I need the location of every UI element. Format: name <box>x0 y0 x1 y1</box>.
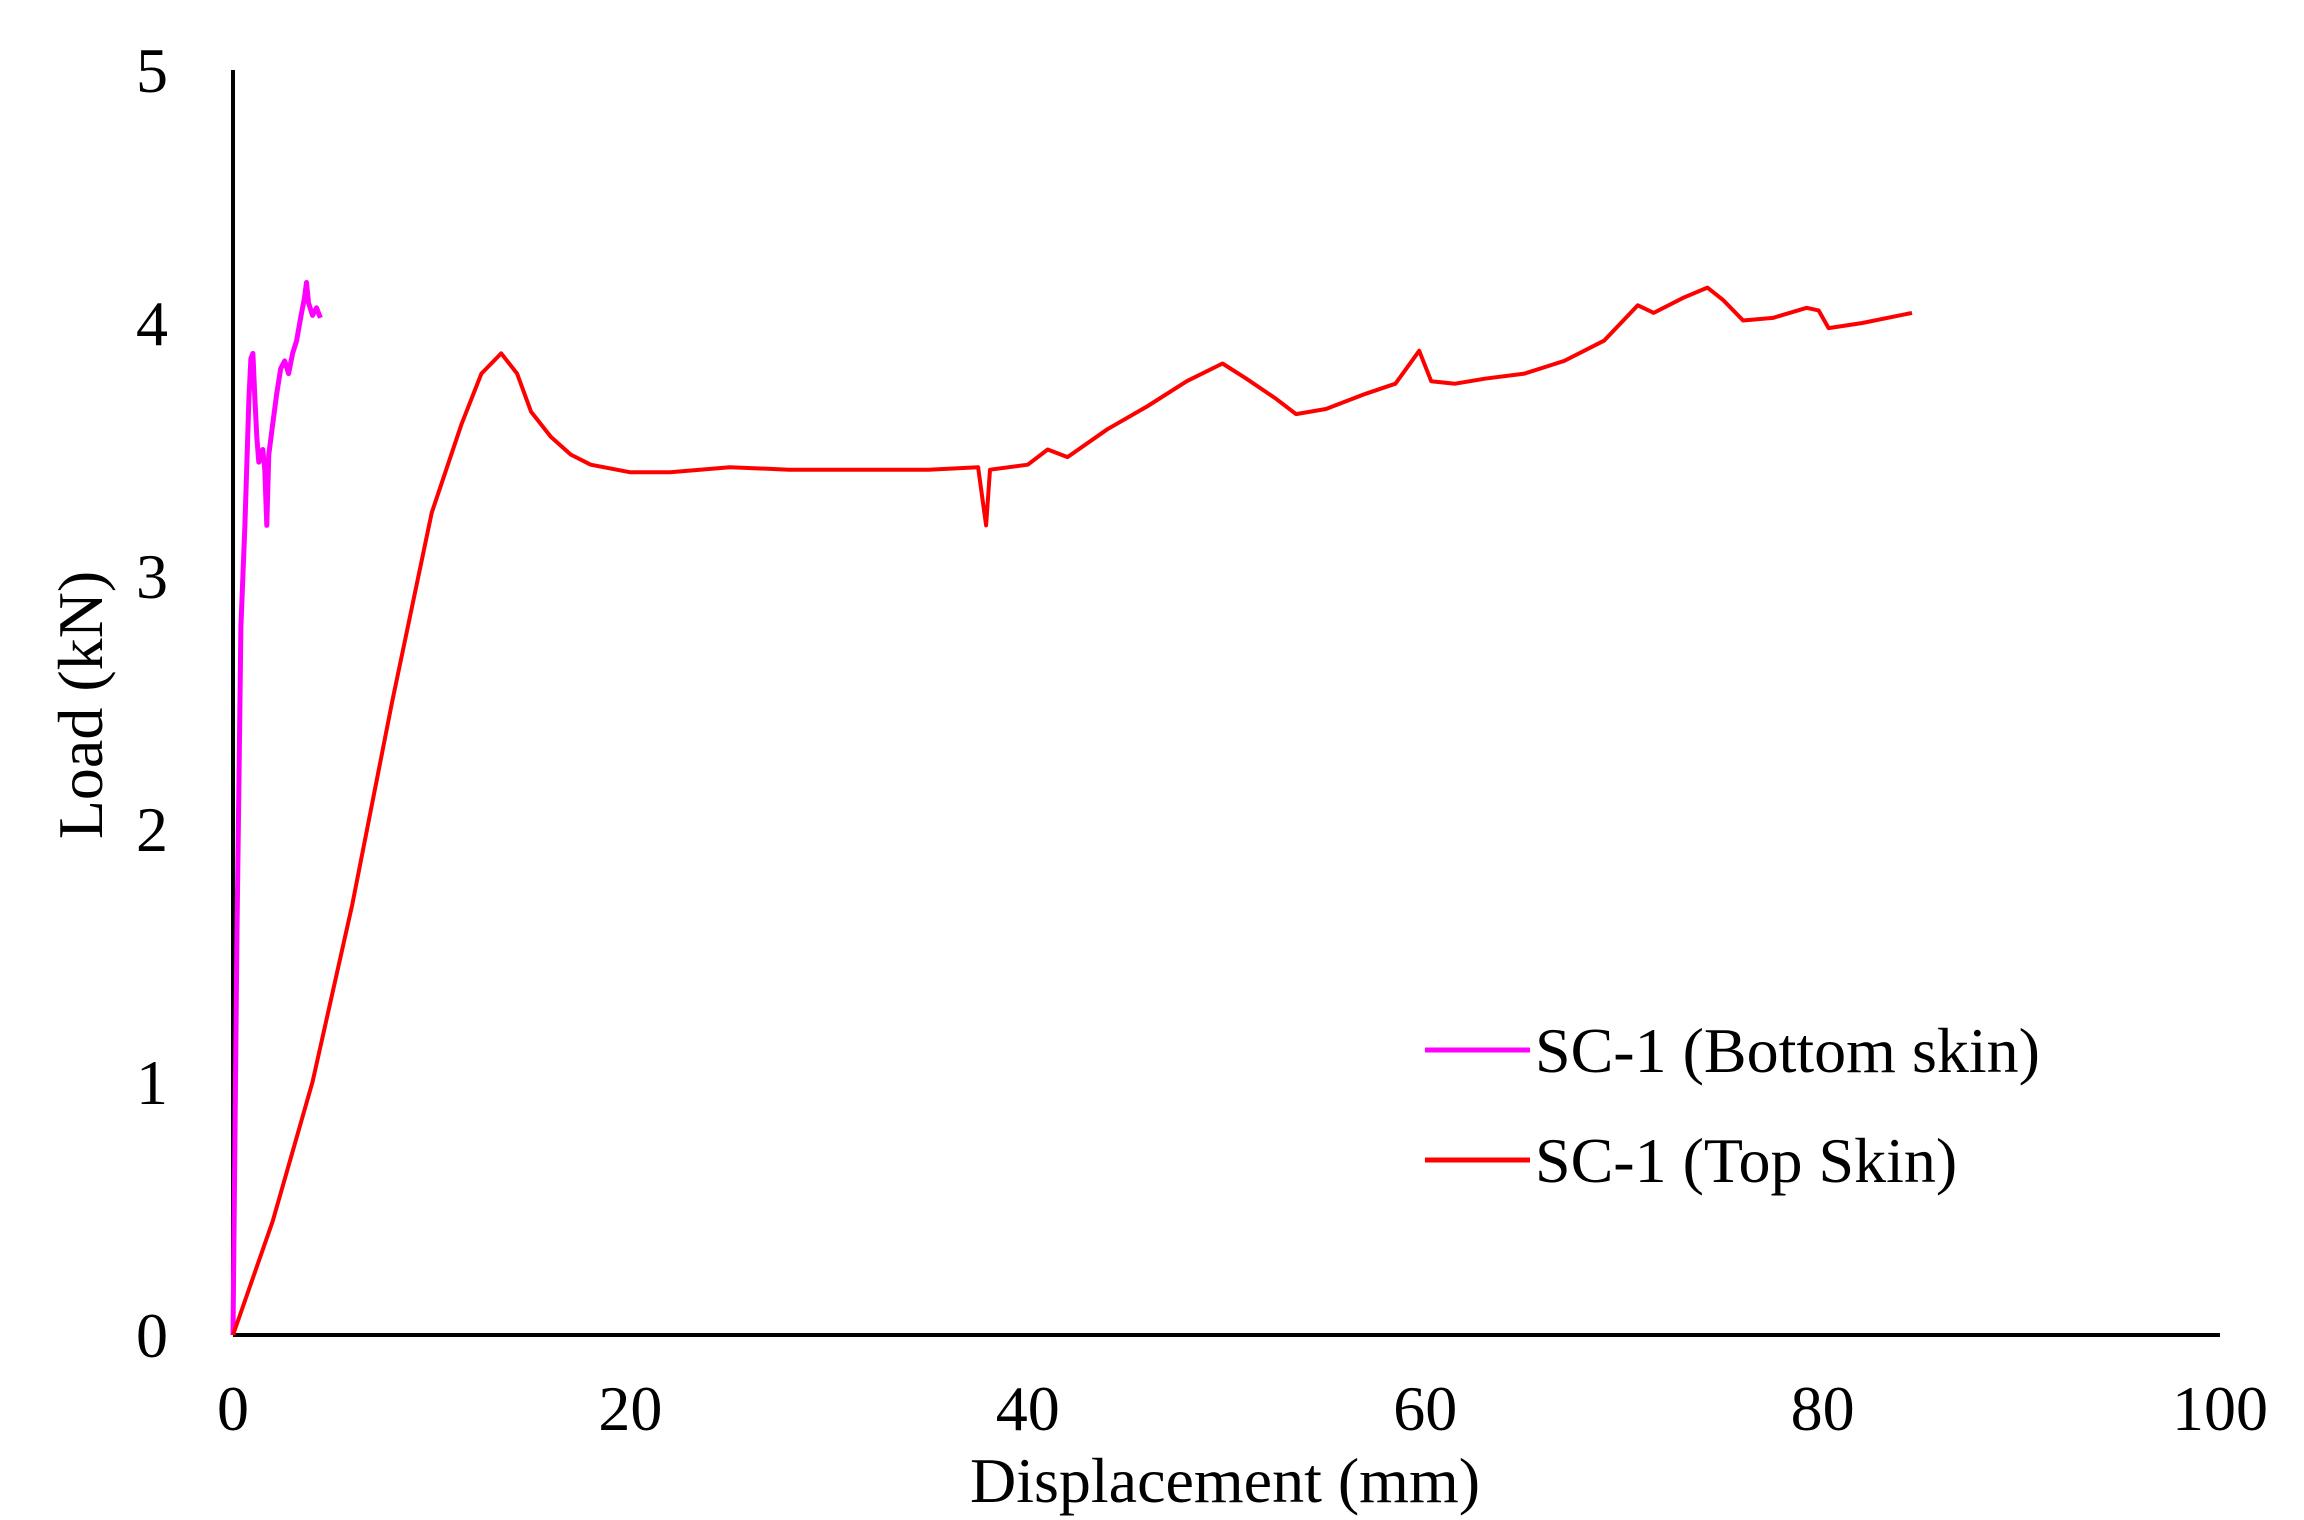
y-tick-label: 0 <box>136 1300 168 1371</box>
x-tick-label: 0 <box>217 1373 249 1444</box>
legend-label-top-skin: SC-1 (Top Skin) <box>1535 1125 1957 1196</box>
x-tick-label: 40 <box>996 1373 1060 1444</box>
y-axis-title: Load (kN) <box>45 571 116 839</box>
y-tick-label: 1 <box>136 1047 168 1118</box>
legend-label-bottom-skin: SC-1 (Bottom skin) <box>1535 1015 2040 1086</box>
series-line-top-skin <box>231 285 1913 1336</box>
y-tick-label: 3 <box>136 541 168 612</box>
x-axis-title: Displacement (mm) <box>970 1445 1480 1516</box>
x-tick-label: 60 <box>1393 1373 1457 1444</box>
y-tick-label: 5 <box>136 35 168 106</box>
y-tick-label: 2 <box>136 794 168 865</box>
x-tick-label: 100 <box>2172 1373 2268 1444</box>
legend: SC-1 (Bottom skin) SC-1 (Top Skin) <box>1425 1015 2040 1196</box>
y-tick-label: 4 <box>136 288 168 359</box>
series-line-bottom-skin <box>230 280 323 1336</box>
tick-labels: 0 20 40 60 80 100 0 1 2 3 4 5 <box>136 35 2268 1444</box>
x-tick-label: 20 <box>598 1373 662 1444</box>
x-tick-label: 80 <box>1791 1373 1855 1444</box>
series-lines <box>230 280 1913 1336</box>
